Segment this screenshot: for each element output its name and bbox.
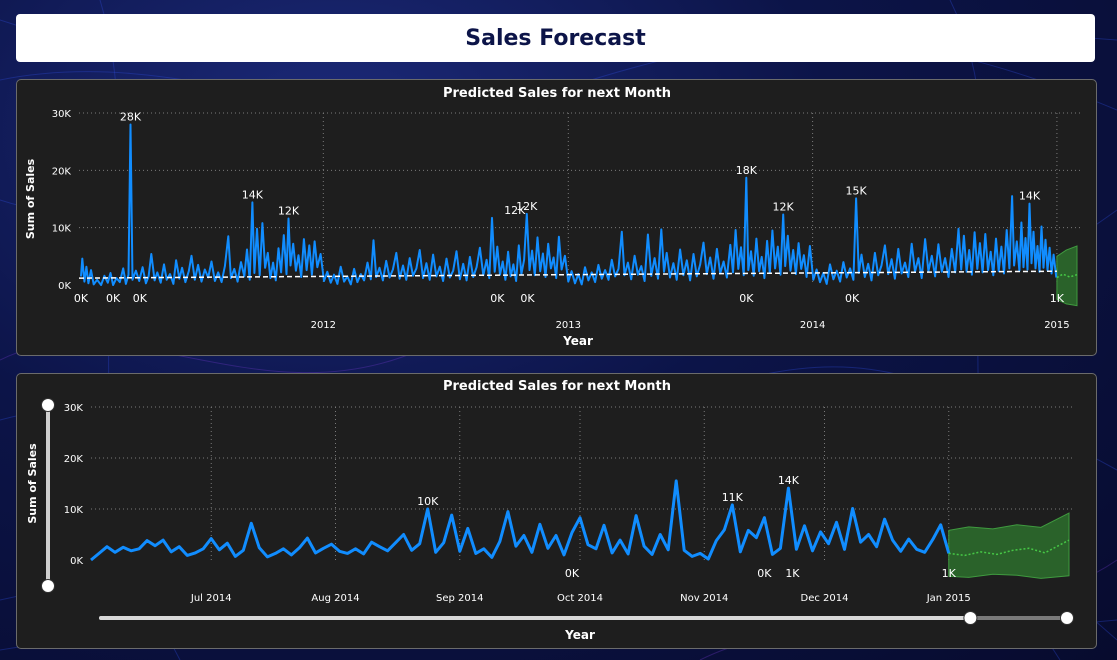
data-label: 0K	[565, 567, 580, 580]
chart-panel-overview: Predicted Sales for next Month Sum of Sal…	[16, 79, 1097, 356]
data-label: 0K	[133, 292, 148, 305]
y-axis-label: Sum of Sales	[24, 158, 37, 239]
x-tick-label: Jan 2015	[926, 593, 971, 604]
x-tick-label: Dec 2014	[801, 593, 849, 604]
forecast-confidence-band	[1056, 245, 1078, 307]
forecast-confidence-band	[948, 512, 1070, 579]
y-tick-label: 10K	[52, 224, 72, 235]
data-label: 18K	[736, 164, 758, 177]
x-tick-label: Sep 2014	[436, 593, 483, 604]
actual-sales-line	[90, 479, 951, 562]
chart-title: Predicted Sales for next Month	[443, 379, 671, 394]
data-label: 10K	[417, 495, 439, 508]
x-range-slider-handle-high[interactable]	[1060, 611, 1074, 625]
y-tick-label: 20K	[52, 166, 72, 177]
trend-line	[78, 270, 1057, 279]
data-label: 12K	[773, 200, 795, 213]
x-range-slider-handle-low[interactable]	[963, 611, 978, 625]
y-axis-label: Sum of Sales	[26, 443, 39, 524]
data-label: 14K	[242, 188, 264, 201]
data-label: 12K	[278, 204, 300, 217]
data-label: 1K	[1050, 292, 1065, 305]
y-tick-label: 10K	[64, 505, 84, 516]
x-tick-label: Oct 2014	[557, 593, 603, 604]
data-label: 28K	[120, 110, 142, 123]
y-tick-label: 0K	[70, 556, 83, 567]
x-tick-label: Nov 2014	[680, 593, 728, 604]
data-label: 0K	[490, 292, 505, 305]
data-label: 0K	[106, 292, 121, 305]
y-tick-label: 20K	[64, 454, 84, 465]
actual-sales-line	[80, 123, 1058, 286]
x-tick-label: Jul 2014	[190, 593, 232, 604]
data-label: 0K	[74, 292, 89, 305]
data-label: 1K	[942, 567, 957, 580]
x-axis-label: Year	[562, 334, 593, 348]
x-tick-label: 2012	[311, 320, 336, 331]
chart-panel-detail: Predicted Sales for next Month Sum of Sal…	[16, 373, 1097, 649]
detail-line-chart: Predicted Sales for next Month Sum of Sal…	[26, 379, 1075, 642]
page-title: Sales Forecast	[16, 14, 1095, 62]
y-range-slider-handle-low[interactable]	[41, 579, 55, 593]
y-tick-label: 30K	[64, 403, 84, 414]
x-tick-label: 2013	[556, 320, 581, 331]
y-range-slider-handle-high[interactable]	[41, 398, 55, 412]
data-label: 12K	[516, 200, 538, 213]
chart-title: Predicted Sales for next Month	[443, 86, 671, 101]
data-label: 0K	[757, 567, 772, 580]
forecast-line	[948, 539, 1070, 557]
data-label: 15K	[846, 184, 868, 197]
data-label: 14K	[778, 474, 800, 487]
x-tick-label: 2014	[800, 320, 825, 331]
x-axis-label: Year	[564, 628, 595, 642]
x-tick-label: Aug 2014	[311, 593, 359, 604]
overview-line-chart: Predicted Sales for next Month Sum of Sal…	[24, 86, 1083, 348]
data-label: 14K	[1019, 190, 1041, 203]
y-tick-label: 0K	[58, 281, 71, 292]
data-label: 12K	[504, 204, 526, 217]
data-label: 0K	[739, 292, 754, 305]
data-label: 0K	[845, 292, 860, 305]
data-label: 0K	[520, 292, 535, 305]
data-label: 1K	[785, 567, 800, 580]
data-label: 11K	[722, 491, 744, 504]
y-tick-label: 30K	[52, 109, 72, 120]
x-tick-label: 2015	[1044, 320, 1069, 331]
